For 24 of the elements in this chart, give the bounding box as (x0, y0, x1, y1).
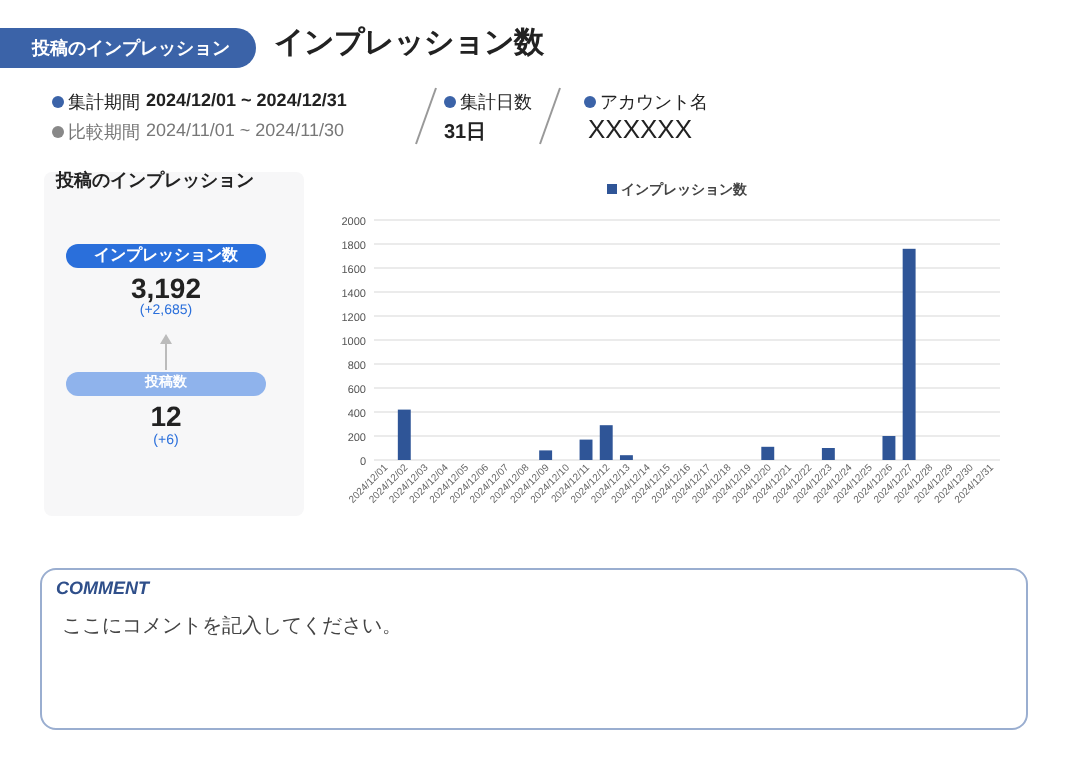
text: 集計期間 (66, 90, 140, 116)
text: 比較期間 (66, 120, 140, 146)
bar (599, 425, 613, 460)
bar (761, 446, 775, 460)
text: XXXXXX (588, 114, 693, 144)
bar (902, 248, 916, 460)
text: アカウント名 (598, 90, 708, 116)
text: 投稿のインプレッション (0, 28, 256, 68)
bar (882, 436, 896, 460)
text: インプレッション数 (66, 244, 266, 268)
bar (579, 439, 593, 460)
text: ここにコメントを記入してください。 (62, 613, 402, 640)
text: 投稿のインプレッション (56, 168, 256, 194)
text: 2024/11/01 ~ 2024/11/30 (146, 120, 345, 140)
text: 31日 (444, 120, 487, 146)
text: 12 (148, 400, 184, 432)
text: 3,192 (128, 272, 204, 304)
bar (397, 409, 411, 460)
bar (821, 448, 835, 460)
text: 集計日数 (458, 90, 532, 116)
text: COMMENT (56, 578, 149, 598)
text: インプレッション数 (274, 24, 544, 62)
bar (539, 450, 553, 460)
text: 2024/12/01 ~ 2024/12/31 (146, 90, 347, 110)
